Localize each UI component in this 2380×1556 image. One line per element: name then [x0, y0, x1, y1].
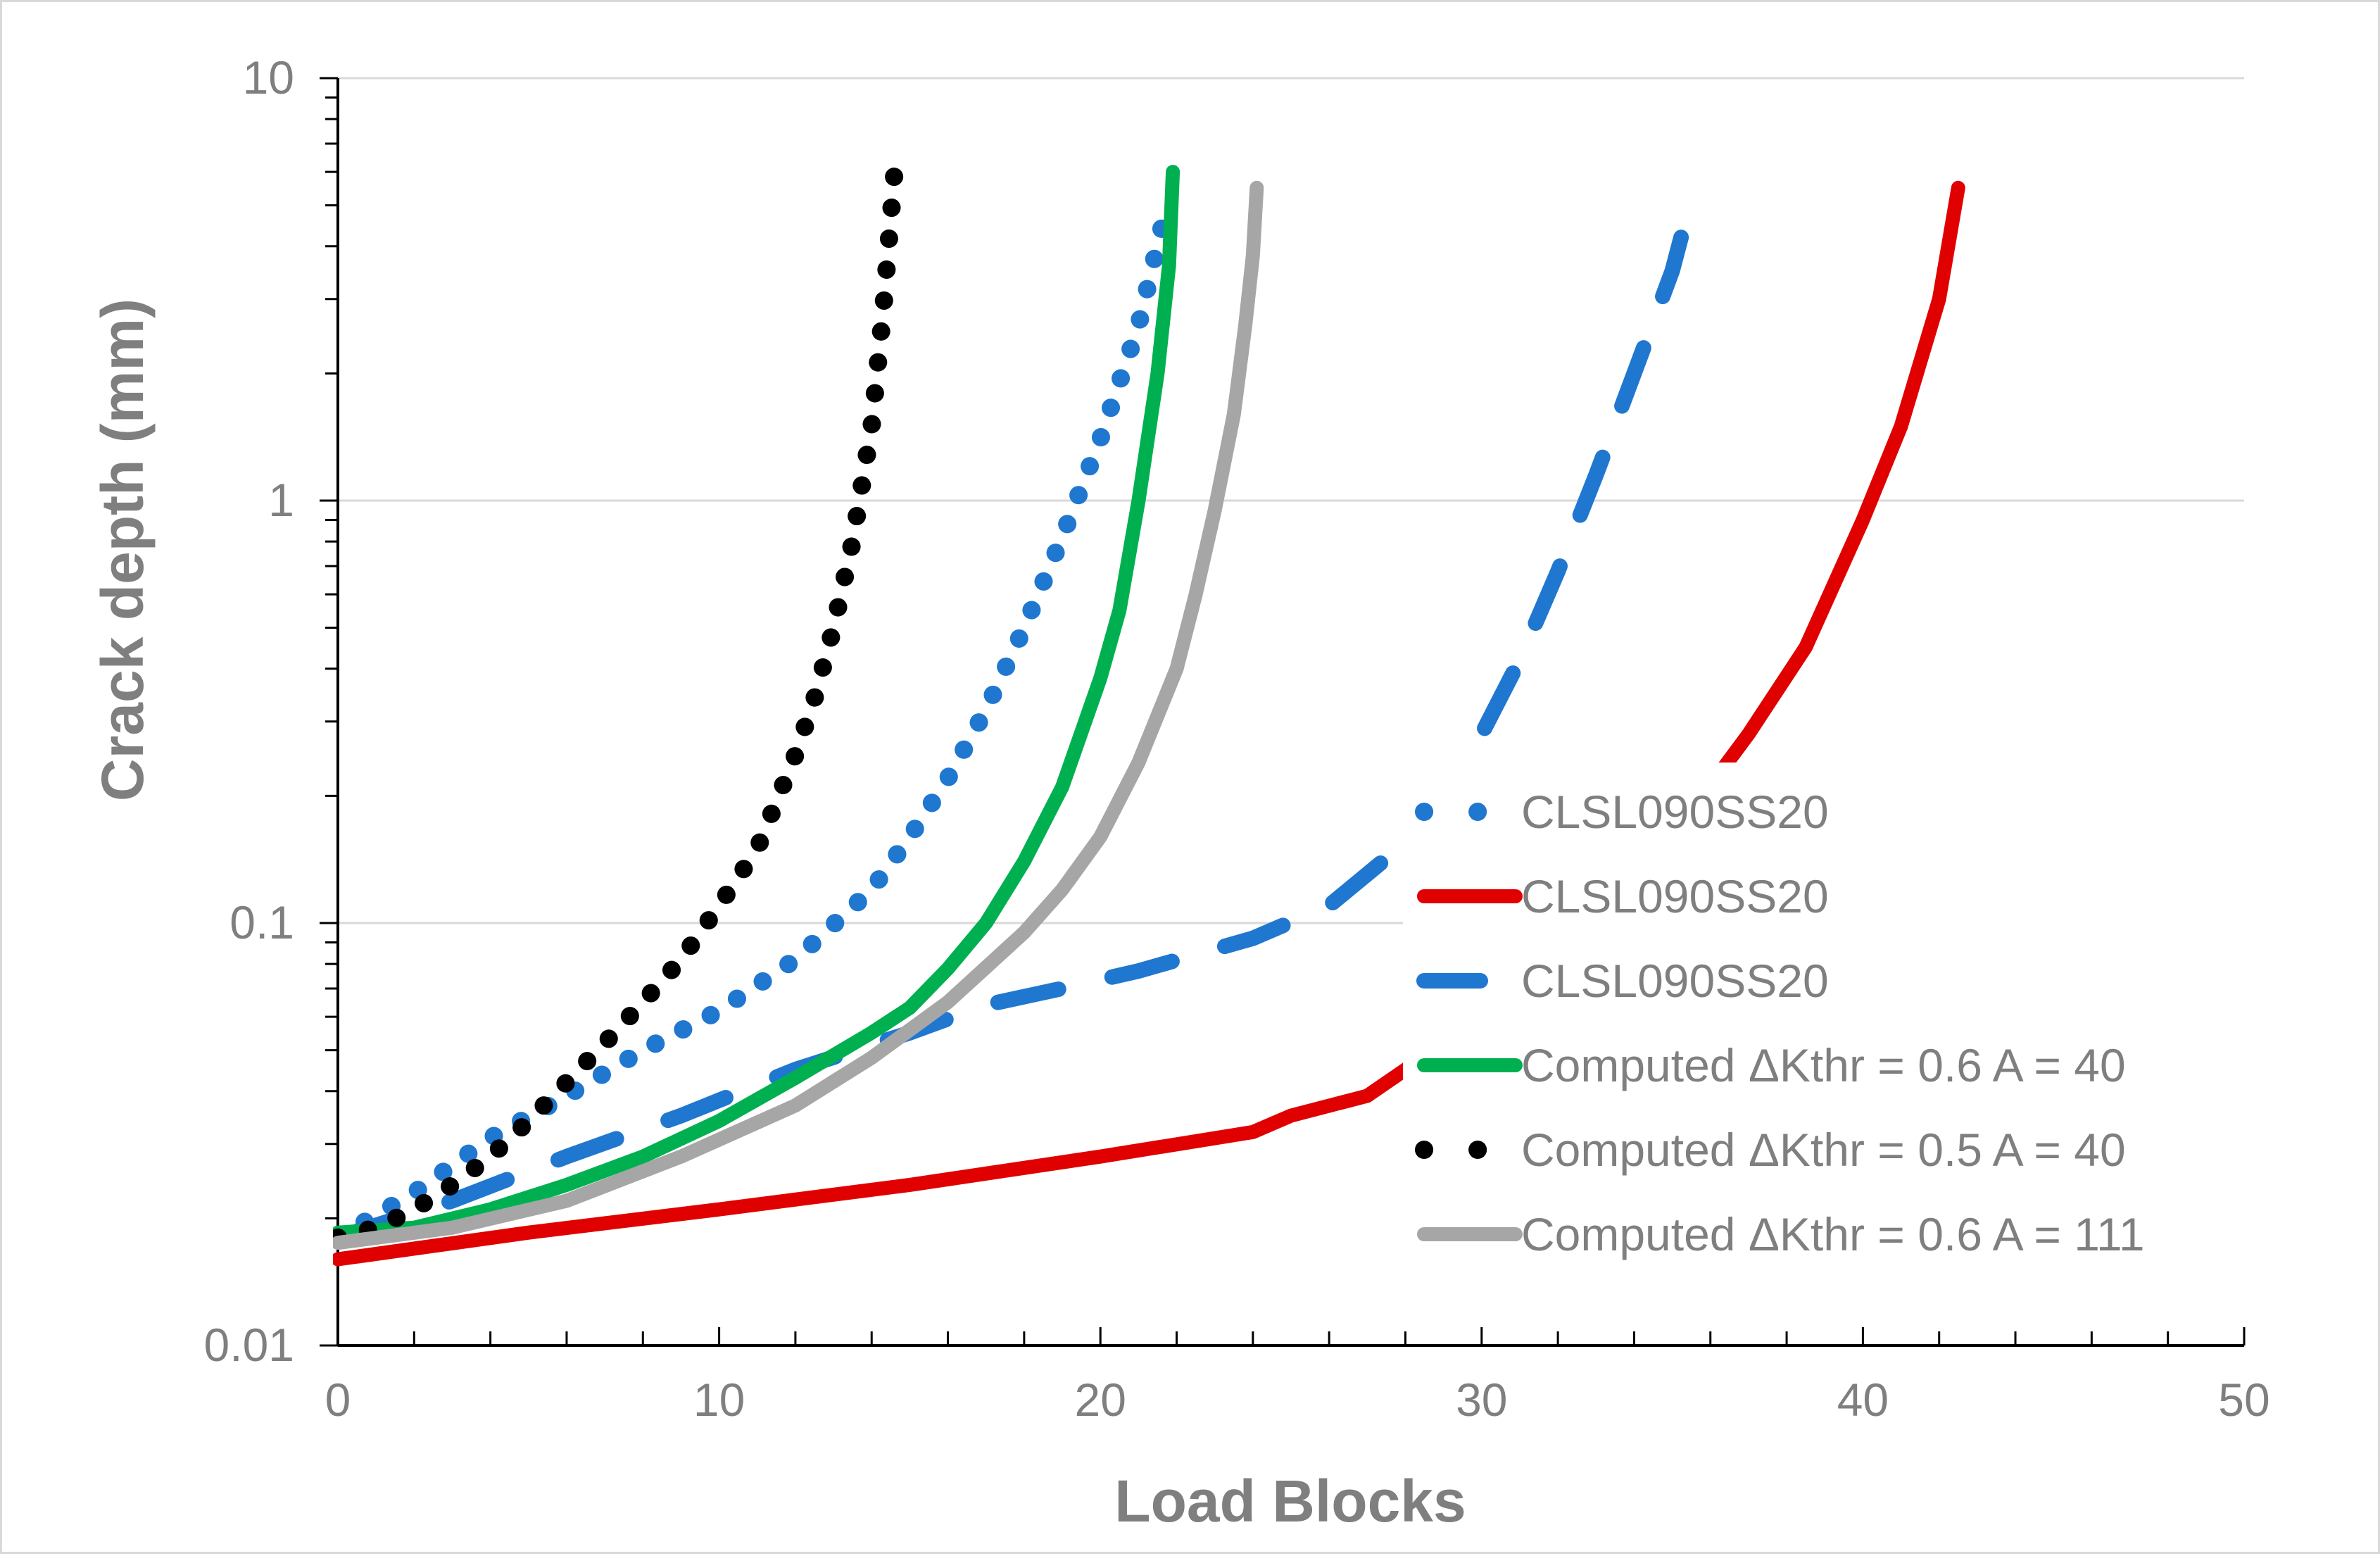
legend-label-3: CLSL090SS20: [1521, 955, 1829, 1007]
series-line-3: [333, 205, 1696, 1246]
x-tick-label: 30: [1456, 1374, 1507, 1426]
legend-label-4: Computed ΔKthr = 0.6 A = 40: [1521, 1039, 2126, 1091]
series-layer: [333, 163, 1965, 1267]
y-tick-label: 1: [268, 474, 294, 526]
series-line-5: [333, 163, 904, 1247]
legend: CLSL090SS20 CLSL090SS20 CLSL090SS20 Compute…: [1403, 763, 2248, 1284]
x-tick-label: 10: [693, 1374, 745, 1426]
axes-layer: 0.01 0.1 1 10 0 10 20 30 40 50: [204, 51, 2270, 1426]
legend-label-6: Computed ΔKthr = 0.6 A = 111: [1521, 1208, 2145, 1260]
legend-label-1: CLSL090SS20: [1521, 786, 1829, 838]
x-tick-label: 20: [1074, 1374, 1126, 1426]
x-axis-title: Load Blocks: [1114, 1468, 1466, 1534]
y-axis-title: Crack depth (mm): [89, 299, 156, 801]
y-tick-label: 10: [243, 51, 294, 103]
series-line-1: [333, 203, 1175, 1247]
x-tick-label: 50: [2218, 1374, 2269, 1426]
x-tick-label: 40: [1837, 1374, 1889, 1426]
legend-label-5: Computed ΔKthr = 0.5 A = 40: [1521, 1124, 2126, 1176]
series-line-6: [333, 180, 1264, 1250]
legend-label-2: CLSL090SS20: [1521, 870, 1829, 922]
x-tick-label: 0: [325, 1374, 351, 1426]
legend-background: [1403, 763, 2248, 1284]
y-tick-label: 0.1: [229, 896, 294, 948]
series-line-4: [333, 165, 1180, 1240]
y-tick-label: 0.01: [204, 1319, 294, 1371]
